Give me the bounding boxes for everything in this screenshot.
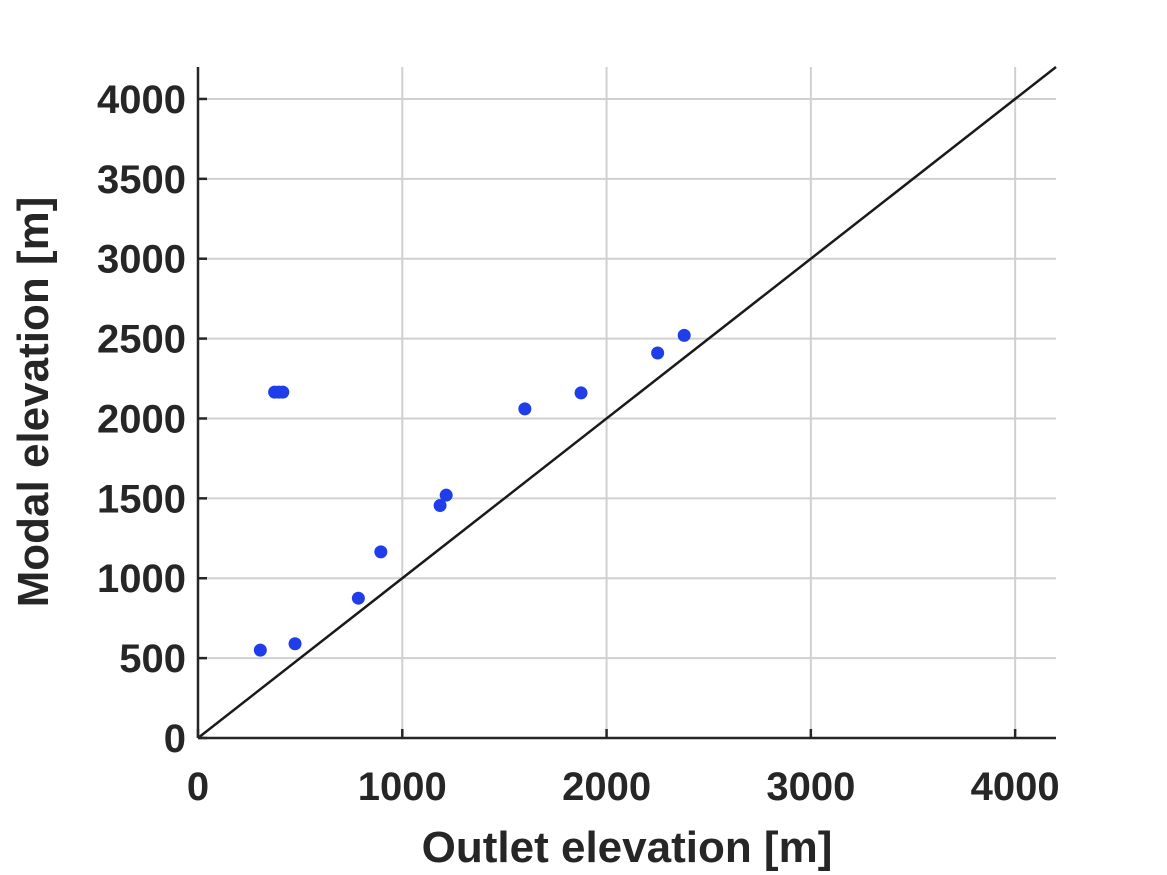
y-tick-label: 1000 xyxy=(97,557,186,601)
y-tick-label: 0 xyxy=(164,717,186,761)
data-point xyxy=(433,499,447,513)
y-tick-label: 4000 xyxy=(97,78,186,122)
data-point xyxy=(351,591,365,605)
y-tick-label: 3000 xyxy=(97,238,186,282)
x-axis-label: Outlet elevation [m] xyxy=(422,823,833,872)
axes xyxy=(196,67,1056,740)
data-point xyxy=(276,385,290,399)
x-tick-label: 0 xyxy=(187,765,209,809)
data-point xyxy=(651,346,665,360)
reference-line-group xyxy=(197,66,1057,739)
y-axis-label: Modal elevation [m] xyxy=(9,197,58,608)
data-point xyxy=(574,386,588,400)
y-tick-label: 2000 xyxy=(97,397,186,441)
x-tick-label: 2000 xyxy=(562,765,651,809)
x-tick-label: 1000 xyxy=(358,765,447,809)
y-tick-label: 2500 xyxy=(97,318,186,362)
tick-labels: 0 1000 2000 3000 4000 0 500 1000 1500 2000 2500 300… xyxy=(97,78,1060,809)
y-tick-label: 1500 xyxy=(97,477,186,521)
data-point xyxy=(518,402,532,416)
data-point xyxy=(677,328,691,342)
reference-line xyxy=(197,66,1057,739)
data-point xyxy=(439,488,453,502)
y-tick-label: 500 xyxy=(119,637,186,681)
y-tick-label: 3500 xyxy=(97,158,186,202)
data-point xyxy=(374,545,388,559)
data-points xyxy=(253,328,691,657)
data-point xyxy=(288,637,302,651)
data-point xyxy=(253,643,267,657)
x-tick-label: 4000 xyxy=(971,765,1060,809)
grid xyxy=(198,67,1056,738)
x-tick-label: 3000 xyxy=(766,765,855,809)
